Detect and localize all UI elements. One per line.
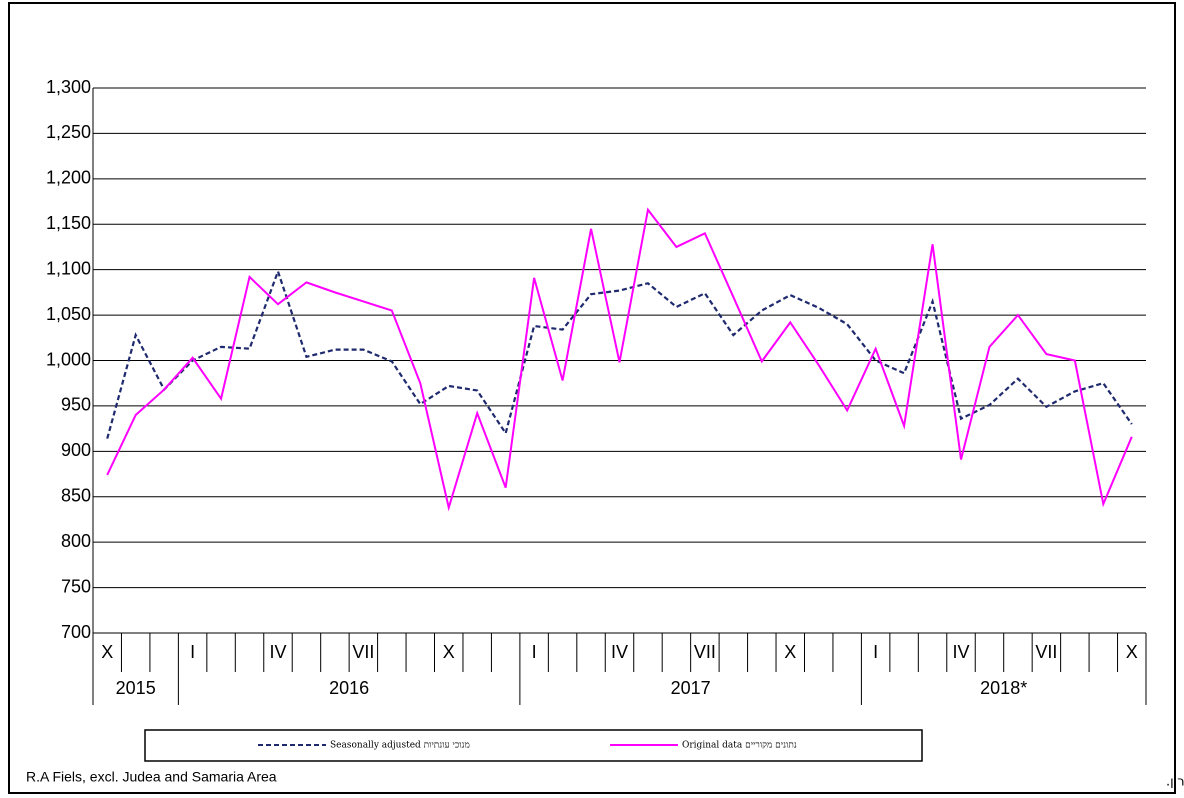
y-tick-label: 1,150 bbox=[46, 213, 91, 233]
y-tick-label: 1,100 bbox=[46, 258, 91, 278]
y-tick-label: 700 bbox=[61, 622, 91, 642]
y-tick-label: 1,300 bbox=[46, 77, 91, 97]
note-right: *תאונות דרכים עם נפגעים(תיקי ת"ד), לא כו… bbox=[1166, 775, 1184, 790]
x-tick-label: IV bbox=[611, 642, 628, 662]
y-tick-label: 1,250 bbox=[46, 122, 91, 142]
y-tick-label: 1,200 bbox=[46, 168, 91, 188]
year-label: 2017 bbox=[671, 678, 711, 698]
y-tick-label: 800 bbox=[61, 531, 91, 551]
note-left: R.A Fiels, excl. Judea and Samaria Area bbox=[26, 769, 277, 785]
x-tick-label: IV bbox=[953, 642, 970, 662]
y-tick-label: 900 bbox=[61, 440, 91, 460]
series-line bbox=[106, 207, 1133, 512]
year-label: 2016 bbox=[329, 678, 369, 698]
x-tick-label: X bbox=[443, 642, 455, 662]
y-tick-label: 750 bbox=[61, 576, 91, 596]
x-tick-label: X bbox=[101, 642, 113, 662]
year-label: 2018* bbox=[980, 678, 1027, 698]
legend-label: Seasonally adjusted מנוכי עונתיות bbox=[330, 741, 470, 751]
y-tick-label: 950 bbox=[61, 395, 91, 415]
year-label: 2015 bbox=[116, 678, 156, 698]
series-line bbox=[106, 268, 1133, 439]
y-tick-label: 1,050 bbox=[46, 304, 91, 324]
x-tick-label: I bbox=[190, 642, 195, 662]
frame bbox=[8, 2, 1176, 794]
x-tick-label: X bbox=[1126, 642, 1138, 662]
x-tick-label: VII bbox=[352, 642, 374, 662]
x-tick-label: VII bbox=[1035, 642, 1057, 662]
y-tick-label: 850 bbox=[61, 486, 91, 506]
x-tick-label: I bbox=[873, 642, 878, 662]
x-tick-label: VII bbox=[694, 642, 716, 662]
y-tick-label: 1,000 bbox=[46, 349, 91, 369]
x-tick-label: X bbox=[784, 642, 796, 662]
x-tick-label: I bbox=[532, 642, 537, 662]
x-tick-label: IV bbox=[269, 642, 286, 662]
legend-label: Original data נתונים מקוריים bbox=[682, 741, 797, 751]
